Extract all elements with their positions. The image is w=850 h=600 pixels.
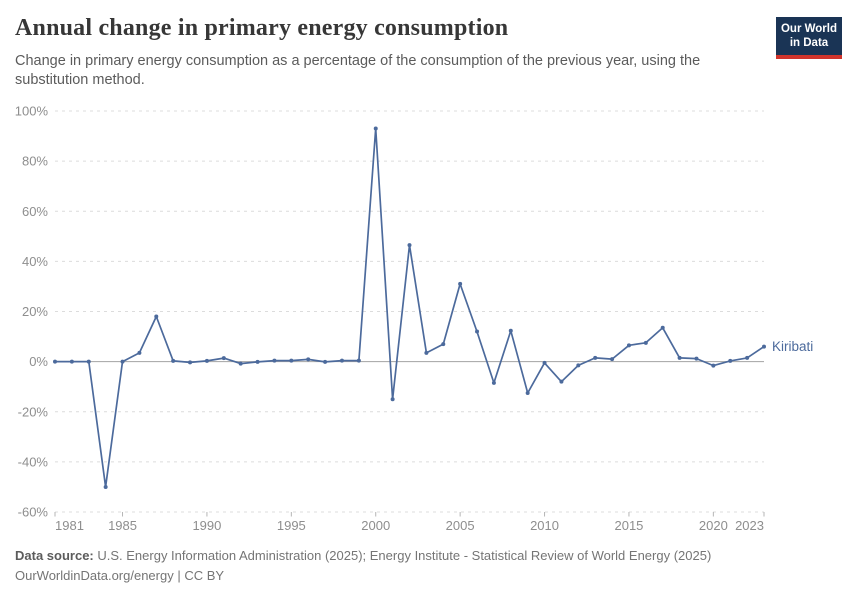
data-source-text: U.S. Energy Information Administration (…: [93, 548, 712, 563]
y-axis-label: 0%: [29, 354, 48, 369]
x-axis-label: 2015: [614, 518, 643, 533]
x-axis-label: 2010: [530, 518, 559, 533]
data-point[interactable]: [221, 356, 226, 361]
y-axis-label: 60%: [22, 204, 48, 219]
data-point[interactable]: [154, 314, 159, 319]
data-point[interactable]: [576, 363, 581, 368]
x-axis-label: 1981: [55, 518, 84, 533]
x-axis-label: 2020: [699, 518, 728, 533]
data-point[interactable]: [69, 359, 74, 364]
data-point[interactable]: [542, 360, 547, 365]
data-point[interactable]: [272, 358, 277, 363]
data-point[interactable]: [525, 390, 530, 395]
data-line[interactable]: [54, 127, 765, 488]
data-point[interactable]: [407, 243, 412, 248]
data-point[interactable]: [323, 359, 328, 364]
owid-logo[interactable]: Our World in Data: [776, 17, 842, 59]
y-axis-label: -40%: [18, 454, 49, 469]
data-point[interactable]: [53, 359, 57, 364]
data-point[interactable]: [424, 350, 429, 355]
data-point[interactable]: [188, 360, 193, 365]
entity-label[interactable]: Kiribati: [772, 339, 813, 354]
y-axis-label: 100%: [15, 104, 49, 119]
y-axis-label: 80%: [22, 154, 48, 169]
data-point[interactable]: [238, 361, 243, 366]
license-line[interactable]: OurWorldinData.org/energy | CC BY: [15, 568, 225, 584]
y-axis-label: -60%: [18, 505, 49, 520]
data-source-line: Data source: U.S. Energy Information Adm…: [15, 546, 835, 566]
data-point[interactable]: [356, 358, 361, 363]
data-point[interactable]: [711, 363, 716, 368]
data-point[interactable]: [610, 357, 615, 362]
data-point[interactable]: [171, 358, 176, 363]
data-point[interactable]: [728, 358, 733, 363]
data-point[interactable]: [458, 281, 463, 286]
x-axis-label: 1985: [108, 518, 137, 533]
data-point[interactable]: [660, 325, 665, 330]
data-point[interactable]: [694, 356, 699, 361]
data-point[interactable]: [626, 343, 631, 348]
y-axis-label: 20%: [22, 304, 48, 319]
data-source-label: Data source:: [15, 548, 94, 563]
owid-logo-line1: Our World: [780, 23, 837, 35]
data-point[interactable]: [306, 357, 311, 362]
chart-subtitle: Change in primary energy consumption as …: [15, 53, 701, 89]
data-point[interactable]: [508, 328, 513, 333]
data-point[interactable]: [120, 359, 125, 364]
data-point[interactable]: [643, 340, 648, 345]
data-point[interactable]: [559, 379, 564, 384]
data-point[interactable]: [339, 358, 344, 363]
data-point[interactable]: [137, 350, 142, 355]
y-axis-label: -20%: [18, 404, 49, 419]
chart-footer: Data source: U.S. Energy Information Adm…: [15, 546, 835, 586]
data-point[interactable]: [441, 342, 446, 347]
data-point[interactable]: [373, 126, 378, 131]
data-point[interactable]: [255, 359, 260, 364]
data-point[interactable]: [390, 397, 395, 402]
data-point[interactable]: [204, 358, 209, 363]
x-axis-label: 1995: [277, 518, 306, 533]
owid-logo-line2: in Data: [789, 37, 829, 50]
data-point[interactable]: [677, 355, 682, 360]
data-point[interactable]: [745, 355, 750, 360]
y-axis-label: 40%: [22, 254, 48, 269]
x-axis-label: 2023: [735, 518, 764, 533]
data-point[interactable]: [491, 380, 496, 385]
x-axis-label: 2000: [361, 518, 390, 533]
x-axis-label: 1990: [192, 518, 221, 533]
x-axis-label: 2005: [446, 518, 475, 533]
data-point[interactable]: [103, 484, 108, 489]
data-point[interactable]: [86, 359, 91, 364]
line-chart[interactable]: 100% 80% 60% 40% 20% 0% -20% -40% -60% 1981 1985 19…: [0, 95, 850, 545]
chart-title: Annual change in primary energy consumpt…: [15, 15, 509, 41]
data-point[interactable]: [475, 329, 480, 334]
data-point[interactable]: [289, 358, 294, 363]
data-point[interactable]: [762, 344, 766, 349]
data-point[interactable]: [593, 355, 598, 360]
